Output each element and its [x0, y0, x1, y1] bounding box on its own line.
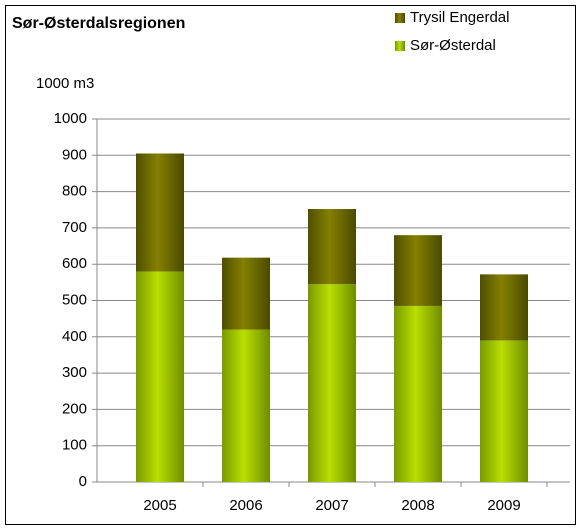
bar-segment: [222, 329, 270, 482]
y-tick-label: 100: [62, 437, 87, 454]
y-tick-label: 700: [62, 219, 87, 236]
x-tick-label: 2006: [229, 497, 262, 514]
y-tick-label: 400: [62, 328, 87, 345]
bar-segment: [308, 209, 356, 285]
legend-label: Trysil Engerdal: [410, 9, 509, 26]
y-tick-label: 300: [62, 364, 87, 381]
bar-segment: [480, 274, 528, 341]
x-tick-label: 2007: [315, 497, 348, 514]
legend-swatch: [395, 13, 405, 23]
bar-segment: [394, 235, 442, 306]
bar-segment: [480, 340, 528, 482]
bar-segment: [222, 257, 270, 330]
x-tick-label: 2008: [401, 497, 434, 514]
y-axis-label: 1000 m3: [36, 75, 94, 92]
legend-label: Sør-Østerdal: [410, 37, 496, 54]
y-tick-label: 600: [62, 255, 87, 272]
bar-segment: [394, 305, 442, 482]
y-tick-label: 500: [62, 291, 87, 308]
bar-segment: [136, 153, 184, 272]
x-tick-label: 2005: [143, 497, 176, 514]
legend-swatch: [395, 41, 405, 51]
y-tick-label: 1000: [54, 110, 87, 127]
bar-segment: [136, 271, 184, 482]
y-tick-label: 200: [62, 400, 87, 417]
chart-title: Sør-Østerdalsregionen: [12, 15, 185, 32]
y-tick-label: 900: [62, 146, 87, 163]
y-tick-label: 800: [62, 183, 87, 200]
x-tick-label: 2009: [487, 497, 520, 514]
y-tick-label: 0: [79, 473, 87, 490]
bar-segment: [308, 284, 356, 482]
